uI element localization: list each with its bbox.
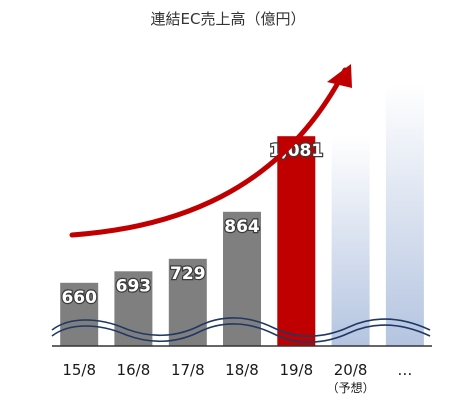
x-tick-label: 18/8 bbox=[225, 361, 259, 379]
x-tick-note: （予想） bbox=[327, 380, 375, 395]
axis-break-wave-top bbox=[51, 317, 431, 337]
x-tick-label: 15/8 bbox=[62, 361, 96, 379]
bars bbox=[60, 84, 424, 346]
bar-forecast bbox=[331, 136, 370, 346]
chart-title: 連結EC売上高（億円） bbox=[151, 10, 306, 28]
x-tick-label: … bbox=[397, 361, 412, 379]
x-tick-label: 16/8 bbox=[117, 361, 151, 379]
bar-forecast bbox=[385, 84, 424, 346]
bar bbox=[60, 282, 99, 346]
bar-highlight bbox=[277, 136, 316, 346]
x-axis-ticks: 15/8 16/8 17/8 18/8 19/8 20/8（予想） … bbox=[62, 361, 412, 395]
bar-value-label: 864 bbox=[224, 217, 260, 237]
x-tick-label: 19/8 bbox=[279, 361, 313, 379]
trend-arrow bbox=[69, 67, 348, 238]
axis-break bbox=[51, 317, 431, 343]
axis-break-wave-bottom bbox=[51, 323, 431, 343]
bar-value-label: 693 bbox=[116, 276, 152, 296]
x-tick-label: 20/8 bbox=[334, 361, 368, 379]
x-tick-label: 17/8 bbox=[171, 361, 205, 379]
bar-value-label: 660 bbox=[61, 288, 97, 308]
bar-value-label: 729 bbox=[170, 264, 206, 284]
trend-arrow-head bbox=[327, 64, 352, 88]
